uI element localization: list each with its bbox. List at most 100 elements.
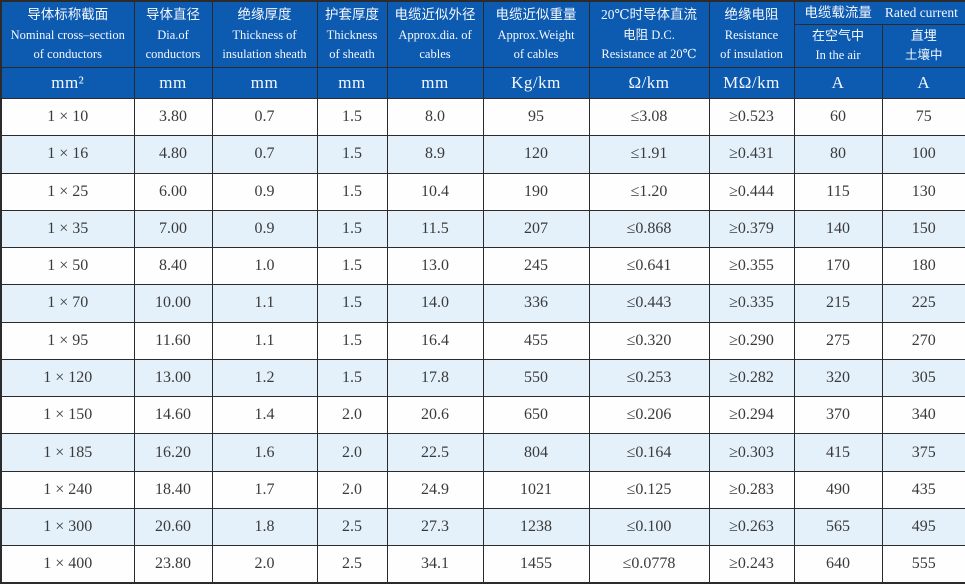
- column-header-in-the-air: 在空气中 In the air: [793, 24, 883, 68]
- header-line: In the air: [815, 48, 861, 63]
- cell-insulation-thickness: 0.9: [211, 209, 318, 249]
- cell-sheath-thickness: 1.5: [316, 135, 388, 174]
- cell-dia-of-conductors: 18.40: [133, 470, 213, 509]
- cell-dia-of-conductors: 4.80: [133, 135, 213, 174]
- column-header-insulation-resistance: 绝缘电阻 Resistance of insulation: [708, 0, 795, 68]
- cell-insulation-thickness: 1.8: [211, 507, 318, 547]
- rated-current-label-zh: 电缆载流量: [804, 4, 872, 20]
- cell-dc-resistance-20c: ≤0.641: [588, 247, 710, 286]
- cell-insulation-resistance: ≥0.355: [708, 247, 795, 286]
- cell-approx-dia-of-cables: 22.5: [386, 433, 484, 472]
- cell-sheath-thickness: 2.0: [316, 470, 388, 509]
- cell-approx-dia-of-cables: 8.0: [386, 97, 484, 137]
- table-row: 1 × 150 14.60 1.4 2.0 20.6 650 ≤0.206 ≥0.294 370…: [0, 396, 965, 435]
- cell-in-the-air: 490: [793, 470, 883, 509]
- cell-approx-weight: 207: [482, 209, 590, 249]
- header-line: Thickness of: [232, 27, 297, 42]
- cell-insulation-resistance: ≥0.263: [708, 507, 795, 547]
- cell-buried-in-soil: 495: [881, 507, 965, 547]
- cell-buried-in-soil: 130: [881, 172, 965, 211]
- table-row: 1 × 16 4.80 0.7 1.5 8.9 120 ≤1.91 ≥0.431 80 100: [0, 135, 965, 174]
- cell-in-the-air: 565: [793, 507, 883, 547]
- table-row: 1 × 70 10.00 1.1 1.5 14.0 336 ≤0.443 ≥0.335 215 2…: [0, 284, 965, 323]
- cell-approx-dia-of-cables: 14.0: [386, 284, 484, 323]
- cell-approx-weight: 120: [482, 135, 590, 174]
- header-line: 在空气中: [811, 28, 864, 44]
- cell-approx-dia-of-cables: 24.9: [386, 470, 484, 509]
- column-header-insulation-thickness: 绝缘厚度 Thickness of insulation sheath: [211, 0, 318, 68]
- cell-sheath-thickness: 2.0: [316, 396, 388, 435]
- table-row: 1 × 185 16.20 1.6 2.0 22.5 804 ≤0.164 ≥0.303 415…: [0, 433, 965, 472]
- cell-approx-weight: 804: [482, 433, 590, 472]
- cell-nominal-cross-section: 1 × 25: [0, 172, 135, 211]
- cell-dc-resistance-20c: ≤0.125: [588, 470, 710, 509]
- cell-dia-of-conductors: 3.80: [133, 97, 213, 137]
- header-line: Dia.of: [157, 27, 189, 42]
- cell-insulation-resistance: ≥0.379: [708, 209, 795, 249]
- header-line: 导体标称截面: [27, 6, 109, 22]
- cell-approx-dia-of-cables: 13.0: [386, 247, 484, 286]
- column-header-sheath-thickness: 护套厚度 Thickness of sheath: [316, 0, 388, 68]
- column-group-rated-current: 电缆载流量 Rated current: [793, 0, 965, 25]
- cell-insulation-thickness: 1.6: [211, 433, 318, 472]
- cell-buried-in-soil: 150: [881, 209, 965, 249]
- cell-dc-resistance-20c: ≤0.0778: [588, 545, 710, 584]
- cell-approx-dia-of-cables: 11.5: [386, 209, 484, 249]
- table-row: 1 × 10 3.80 0.7 1.5 8.0 95 ≤3.08 ≥0.523 60 75: [0, 97, 965, 137]
- cell-approx-weight: 650: [482, 396, 590, 435]
- cell-approx-weight: 1238: [482, 507, 590, 547]
- cell-approx-dia-of-cables: 27.3: [386, 507, 484, 547]
- cell-insulation-resistance: ≥0.523: [708, 97, 795, 137]
- cell-sheath-thickness: 2.5: [316, 507, 388, 547]
- cell-nominal-cross-section: 1 × 150: [0, 396, 135, 435]
- cell-buried-in-soil: 555: [881, 545, 965, 584]
- cell-sheath-thickness: 1.5: [316, 284, 388, 323]
- table-body: 1 × 10 3.80 0.7 1.5 8.0 95 ≤3.08 ≥0.523 60 75 1 × …: [0, 97, 965, 584]
- header-row-units: mm² mm mm mm mm Kg/km Ω/km MΩ/km A A: [0, 67, 965, 99]
- header-line: 电缆近似重量: [495, 6, 577, 22]
- cell-sheath-thickness: 1.5: [316, 247, 388, 286]
- cell-buried-in-soil: 75: [881, 97, 965, 137]
- header-line: 土壤中: [904, 48, 943, 63]
- cell-approx-dia-of-cables: 10.4: [386, 172, 484, 211]
- cell-dc-resistance-20c: ≤1.91: [588, 135, 710, 174]
- cell-dia-of-conductors: 10.00: [133, 284, 213, 323]
- cell-insulation-thickness: 1.4: [211, 396, 318, 435]
- table-row: 1 × 35 7.00 0.9 1.5 11.5 207 ≤0.868 ≥0.379 140 15…: [0, 209, 965, 249]
- header-line: 绝缘厚度: [237, 6, 292, 22]
- unit-cell-in-the-air: A: [793, 67, 883, 99]
- cell-dia-of-conductors: 6.00: [133, 172, 213, 211]
- cell-dc-resistance-20c: ≤0.320: [588, 321, 710, 360]
- cell-sheath-thickness: 1.5: [316, 97, 388, 137]
- cell-nominal-cross-section: 1 × 70: [0, 284, 135, 323]
- cell-dia-of-conductors: 16.20: [133, 433, 213, 472]
- cell-sheath-thickness: 1.5: [316, 172, 388, 211]
- cell-approx-weight: 190: [482, 172, 590, 211]
- cell-insulation-thickness: 0.7: [211, 97, 318, 137]
- cell-in-the-air: 80: [793, 135, 883, 174]
- cell-sheath-thickness: 1.5: [316, 358, 388, 398]
- header-line: Thickness: [326, 27, 378, 42]
- header-line: 导体直径: [146, 6, 200, 22]
- unit-cell-sheath-thickness: mm: [316, 67, 388, 99]
- header-line: of conductors: [33, 46, 102, 61]
- cell-approx-dia-of-cables: 8.9: [386, 135, 484, 174]
- header-line: cables: [419, 46, 451, 61]
- header-line: Resistance at 20℃: [601, 46, 697, 61]
- cell-insulation-thickness: 1.2: [211, 358, 318, 398]
- cell-dc-resistance-20c: ≤0.164: [588, 433, 710, 472]
- column-header-approx-dia-of-cables: 电缆近似外径 Approx.dia. of cables: [386, 0, 484, 68]
- unit-cell-dc-resistance-20c: Ω/km: [588, 67, 710, 99]
- table-row: 1 × 240 18.40 1.7 2.0 24.9 1021 ≤0.125 ≥0.283 49…: [0, 470, 965, 509]
- unit-cell-dia-of-conductors: mm: [133, 67, 213, 99]
- cell-insulation-resistance: ≥0.282: [708, 358, 795, 398]
- cell-sheath-thickness: 2.0: [316, 433, 388, 472]
- header-line: conductors: [145, 46, 201, 61]
- unit-cell-nominal-cross-section: mm²: [0, 67, 135, 99]
- cell-insulation-resistance: ≥0.444: [708, 172, 795, 211]
- header-line: 绝缘电阻: [724, 6, 779, 22]
- cell-dia-of-conductors: 11.60: [133, 321, 213, 360]
- cell-nominal-cross-section: 1 × 120: [0, 358, 135, 398]
- unit-cell-insulation-resistance: MΩ/km: [708, 67, 795, 99]
